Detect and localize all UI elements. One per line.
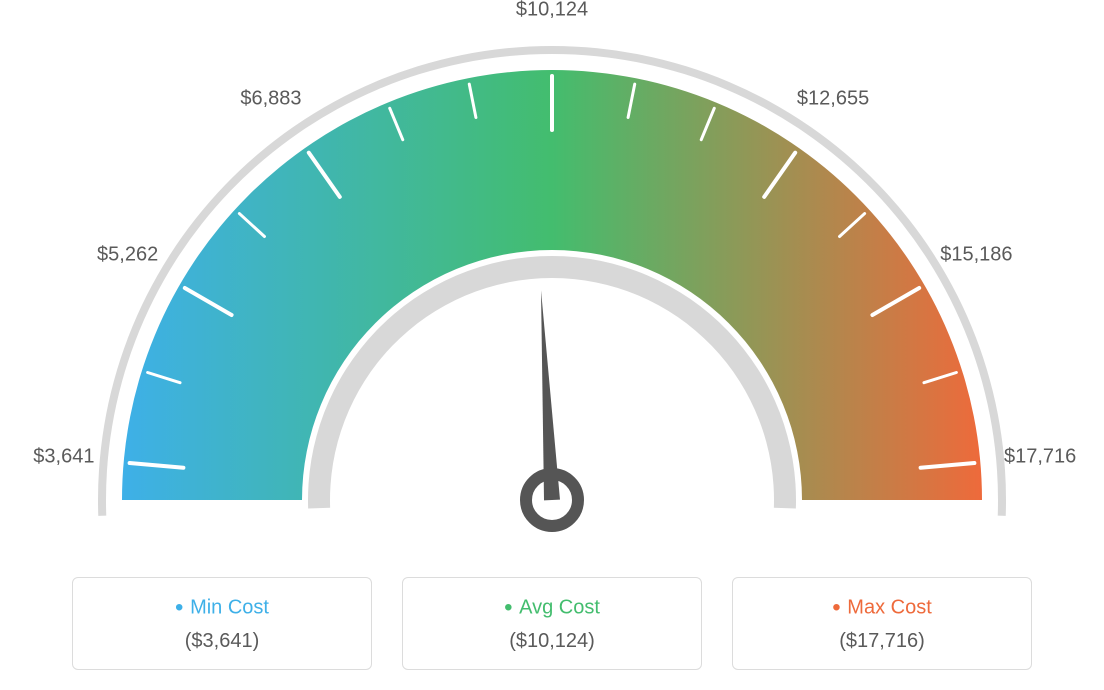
gauge-tick-label: $3,641 (33, 446, 94, 469)
gauge-tick-label: $12,655 (797, 87, 869, 110)
legend-max-title: Max Cost (743, 594, 1021, 622)
legend-avg-value: ($10,124) (413, 630, 691, 653)
gauge-tick-label: $15,186 (940, 244, 1012, 267)
gauge-tick-label: $6,883 (240, 87, 301, 110)
legend-avg-title: Avg Cost (413, 594, 691, 622)
legend-max-box: Max Cost ($17,716) (732, 577, 1032, 670)
legend-row: Min Cost ($3,641) Avg Cost ($10,124) Max… (0, 577, 1104, 670)
legend-min-value: ($3,641) (83, 630, 361, 653)
gauge-chart: $3,641 $5,262 $6,883 $10,124 $12,655 $15,186 $… (0, 0, 1104, 550)
legend-max-value: ($17,716) (743, 630, 1021, 653)
gauge-tick-label: $17,716 (1004, 446, 1076, 469)
legend-avg-box: Avg Cost ($10,124) (402, 577, 702, 670)
legend-min-title: Min Cost (83, 594, 361, 622)
gauge-svg (0, 0, 1104, 550)
gauge-tick-label: $5,262 (97, 244, 158, 267)
gauge-tick-label: $10,124 (516, 0, 588, 22)
legend-min-box: Min Cost ($3,641) (72, 577, 372, 670)
